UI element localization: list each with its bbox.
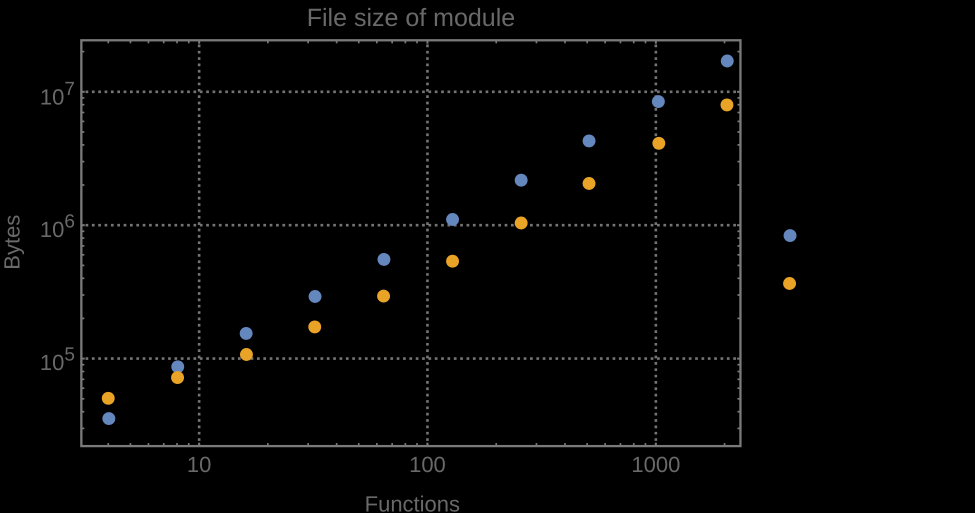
- svg-text:1000: 1000: [631, 452, 680, 477]
- svg-text:Bytes: Bytes: [0, 215, 24, 270]
- svg-text:100: 100: [409, 452, 446, 477]
- svg-text:10: 10: [187, 452, 211, 477]
- svg-text:Functions: Functions: [365, 492, 460, 513]
- svg-text:File size of module: File size of module: [307, 4, 515, 32]
